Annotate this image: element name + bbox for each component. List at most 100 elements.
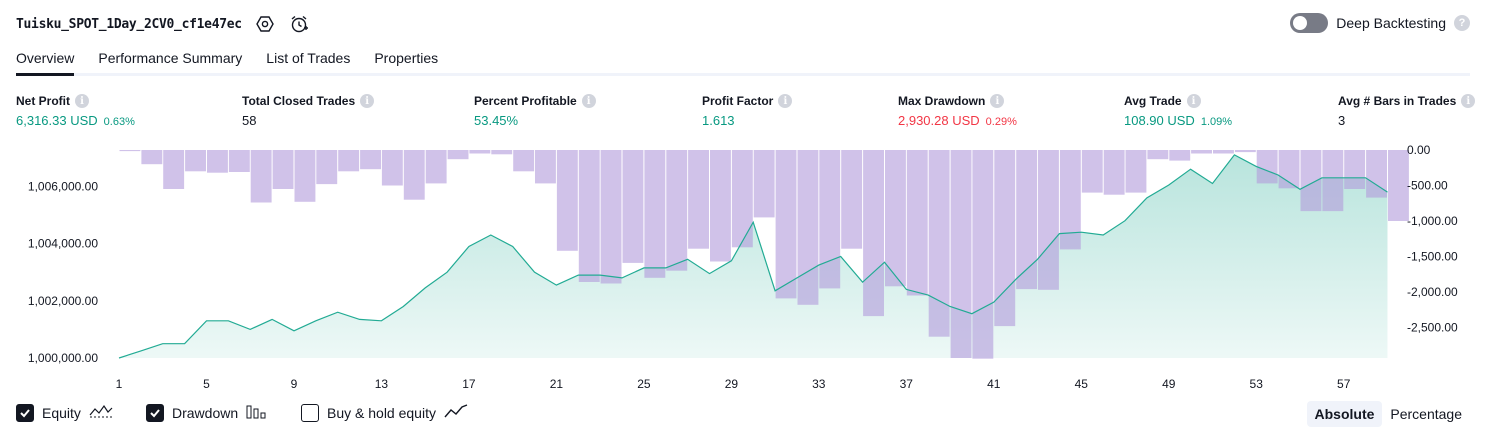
drawdown-bar	[710, 150, 731, 262]
drawdown-bar	[1038, 150, 1059, 290]
metric-label: Avg # Bars in Trades	[1338, 94, 1457, 108]
drawdown-bar	[272, 150, 294, 189]
drawdown-bar	[294, 150, 316, 202]
metric-percent: 0.63%	[103, 116, 135, 128]
drawdown-bar	[360, 150, 381, 170]
drawdown-bar	[250, 150, 272, 203]
drawdown-bar	[381, 150, 403, 186]
x-axis-tick: 5	[203, 377, 210, 391]
tab-performance-summary[interactable]: Performance Summary	[98, 50, 243, 66]
x-axis-tick: 37	[900, 377, 914, 391]
info-icon[interactable]: i	[1461, 94, 1476, 108]
x-axis-tick: 41	[987, 377, 1001, 391]
drawdown-bar	[950, 150, 972, 358]
drawdown-bar	[1125, 150, 1147, 193]
drawdown-bar	[906, 150, 928, 296]
x-axis-tick: 25	[637, 377, 651, 391]
left-axis-tick: 1,004,000.00	[28, 237, 98, 251]
deep-backtesting: Deep Backtesting ?	[1290, 13, 1470, 33]
drawdown-bar	[578, 150, 600, 282]
drawdown-bar	[513, 150, 535, 172]
info-icon[interactable]: i	[581, 94, 596, 108]
drawdown-bar	[207, 150, 228, 173]
buy-hold-checkbox[interactable]	[301, 403, 319, 422]
metric-percent: 0.29%	[985, 116, 1017, 128]
equity-area	[119, 154, 1388, 358]
drawdown-bar	[885, 150, 906, 287]
drawdown-bar	[1103, 150, 1125, 195]
info-icon[interactable]: i	[360, 94, 375, 108]
alarm-clock-icon[interactable]	[288, 13, 310, 35]
left-axis-tick: 1,000,000.00	[28, 351, 98, 365]
drawdown-bar	[338, 150, 360, 172]
metric-profit-factor: Profit Factor i 1.613	[702, 93, 793, 128]
tab-overview[interactable]: Overview	[16, 44, 75, 76]
right-axis-tick: -500.00	[1407, 179, 1448, 193]
drawdown-bar	[841, 150, 863, 249]
drawdown-bar	[1147, 150, 1169, 160]
metric-value: 6,316.33 USD	[16, 113, 98, 128]
equity-checkbox[interactable]	[16, 403, 34, 422]
right-axis-tick: -2,500.00	[1407, 321, 1458, 335]
right-axis-tick: -2,000.00	[1407, 285, 1458, 299]
drawdown-bar	[1256, 150, 1278, 184]
drawdown-bar	[600, 150, 622, 284]
drawdown-bar	[119, 150, 141, 152]
legend-label: Drawdown	[172, 404, 239, 421]
legend-equity[interactable]: Equity	[16, 403, 113, 422]
legend-label: Buy & hold equity	[327, 404, 436, 421]
right-axis-tick: -1,500.00	[1407, 250, 1458, 264]
x-axis-tick: 9	[291, 377, 298, 391]
metric-avg-bars-in-trades: Avg # Bars in Trades i 3	[1338, 93, 1476, 128]
info-icon[interactable]: i	[990, 94, 1005, 108]
drawdown-bar	[797, 150, 819, 305]
x-axis-tick: 21	[550, 377, 564, 391]
drawdown-bar	[425, 150, 447, 184]
metric-label: Net Profit	[16, 94, 70, 108]
metric-percent-profitable: Percent Profitable i 53.45%	[474, 93, 596, 128]
drawdown-bar	[469, 150, 491, 154]
metric-percent: 1.09%	[1200, 116, 1233, 128]
drawdown-bar	[863, 150, 884, 317]
drawdown-bar	[1300, 150, 1322, 212]
drawdown-checkbox[interactable]	[146, 403, 164, 422]
mode-absolute[interactable]: Absolute	[1306, 401, 1383, 427]
drawdown-bar	[141, 150, 163, 165]
mode-percentage[interactable]: Percentage	[1390, 406, 1462, 422]
drawdown-bar	[316, 150, 338, 185]
x-axis-tick: 13	[375, 377, 389, 391]
info-icon[interactable]: i	[75, 94, 89, 108]
buy-hold-line-icon	[444, 403, 468, 422]
info-icon[interactable]: i	[778, 94, 793, 108]
metric-max-drawdown: Max Drawdown i 2,930.28 USD 0.29%	[898, 93, 1017, 128]
x-axis-tick: 29	[725, 377, 739, 391]
legend-drawdown[interactable]: Drawdown	[146, 403, 268, 422]
metric-net-profit: Net Profit i 6,316.33 USD 0.63%	[16, 93, 135, 128]
drawdown-bar	[1344, 150, 1366, 189]
drawdown-bar	[491, 150, 513, 155]
drawdown-bar	[775, 150, 797, 299]
metric-value: 58	[242, 113, 257, 128]
metric-value: 2,930.28 USD	[898, 113, 980, 128]
drawdown-bars-icon	[246, 403, 268, 422]
legend-buy-hold-equity[interactable]: Buy & hold equity	[301, 403, 468, 422]
metric-value: 1.613	[702, 113, 735, 128]
drawdown-bar	[447, 150, 469, 160]
drawdown-bar	[644, 150, 666, 278]
metric-value: 3	[1338, 113, 1346, 128]
legend-label: Equity	[42, 404, 81, 421]
question-icon[interactable]: ?	[1454, 15, 1470, 31]
deep-backtesting-toggle[interactable]	[1290, 13, 1329, 33]
metric-label: Percent Profitable	[474, 94, 577, 108]
settings-hex-icon[interactable]	[254, 13, 276, 35]
tab-properties[interactable]: Properties	[374, 50, 439, 66]
drawdown-bar	[972, 150, 994, 359]
left-axis-tick: 1,002,000.00	[28, 294, 98, 308]
x-axis-tick: 1	[116, 377, 123, 391]
info-icon[interactable]: i	[1186, 94, 1201, 108]
metric-total-closed-trades: Total Closed Trades i 58	[242, 93, 375, 128]
tab-list-of-trades[interactable]: List of Trades	[266, 50, 351, 66]
deep-backtesting-label: Deep Backtesting	[1336, 15, 1446, 31]
drawdown-bar	[163, 150, 185, 189]
metric-avg-trade: Avg Trade i 108.90 USD 1.09%	[1124, 93, 1232, 128]
